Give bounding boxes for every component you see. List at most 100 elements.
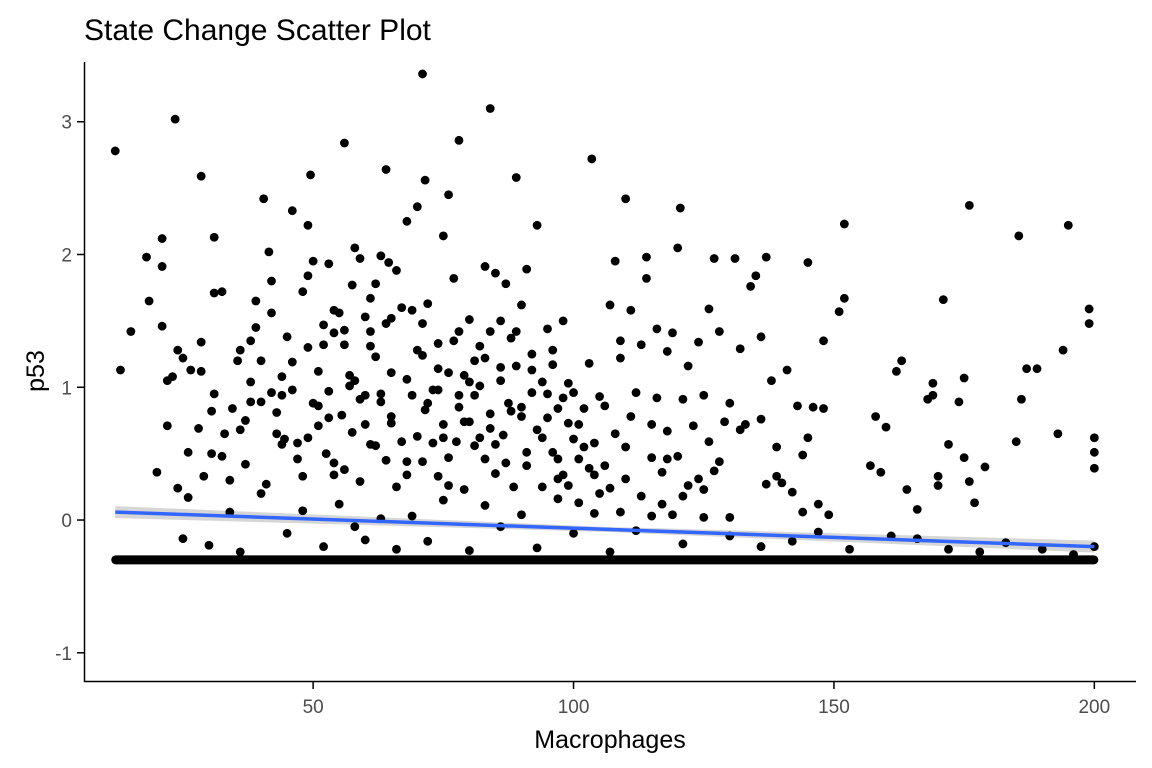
- data-point: [454, 402, 464, 412]
- data-point: [475, 381, 485, 391]
- data-point: [126, 327, 136, 336]
- y-tick-label: 3: [61, 113, 72, 134]
- data-point: [366, 327, 375, 336]
- data-point: [589, 508, 599, 518]
- data-point: [207, 406, 216, 416]
- data-point: [876, 467, 886, 477]
- data-point: [308, 256, 318, 266]
- data-point: [339, 325, 349, 335]
- data-point: [220, 429, 230, 439]
- data-point: [761, 252, 771, 262]
- x-axis-label: Macrophages: [534, 726, 685, 754]
- chart-title: State Change Scatter Plot: [84, 14, 432, 47]
- data-point: [517, 402, 526, 412]
- data-point: [355, 254, 365, 263]
- data-point: [480, 454, 490, 464]
- data-point: [928, 378, 938, 388]
- data-point: [626, 305, 636, 315]
- data-point: [813, 527, 823, 537]
- data-point: [787, 536, 797, 546]
- data-point: [470, 356, 479, 366]
- data-point: [438, 420, 448, 429]
- data-point: [1089, 433, 1099, 443]
- data-point: [371, 279, 381, 289]
- data-point: [438, 231, 448, 241]
- data-point: [1022, 364, 1032, 374]
- data-point: [506, 406, 516, 416]
- data-point: [589, 438, 599, 448]
- data-point: [517, 412, 526, 421]
- data-point: [834, 307, 844, 316]
- data-point: [485, 104, 495, 113]
- data-point: [217, 451, 227, 461]
- data-point: [600, 401, 610, 411]
- data-point: [433, 364, 443, 374]
- data-point: [444, 453, 453, 463]
- data-point: [397, 437, 407, 447]
- data-point: [548, 345, 558, 355]
- data-point: [272, 408, 282, 417]
- data-point: [928, 390, 938, 400]
- data-point: [116, 365, 125, 375]
- data-point: [319, 542, 328, 551]
- data-point: [532, 220, 542, 230]
- data-point: [517, 300, 526, 310]
- data-point: [144, 296, 154, 306]
- data-point: [678, 491, 688, 501]
- data-point: [569, 528, 578, 538]
- data-point: [798, 450, 808, 460]
- data-point: [772, 471, 782, 481]
- data-point: [714, 327, 724, 336]
- data-point: [563, 418, 573, 428]
- data-point: [402, 374, 412, 384]
- data-point: [584, 463, 594, 473]
- data-point: [444, 481, 453, 490]
- data-point: [376, 251, 386, 261]
- data-point: [196, 337, 206, 347]
- data-point: [678, 394, 688, 404]
- data-point: [704, 437, 714, 447]
- data-point: [605, 300, 615, 310]
- data-point: [209, 232, 219, 242]
- data-point: [350, 376, 360, 386]
- data-point: [944, 439, 953, 449]
- data-point: [756, 332, 766, 342]
- data-point: [1032, 364, 1042, 374]
- data-point: [418, 319, 427, 328]
- data-point: [657, 467, 667, 477]
- data-point: [543, 324, 552, 334]
- data-point: [438, 433, 448, 443]
- data-point: [688, 421, 698, 431]
- data-point: [496, 376, 506, 386]
- data-point: [959, 453, 969, 463]
- data-point: [501, 279, 511, 289]
- data-point: [725, 512, 735, 522]
- data-point: [444, 368, 453, 378]
- data-point: [527, 388, 537, 397]
- data-point: [470, 441, 479, 451]
- data-point: [438, 495, 448, 505]
- data-point: [532, 543, 542, 553]
- data-point: [282, 528, 292, 538]
- data-point: [558, 316, 568, 326]
- data-point: [428, 438, 438, 448]
- data-point: [464, 315, 474, 324]
- data-point: [699, 485, 709, 494]
- data-point: [793, 401, 802, 411]
- data-point: [168, 372, 177, 382]
- data-point: [183, 447, 193, 457]
- data-point: [256, 397, 266, 407]
- data-point: [574, 498, 584, 508]
- data-point: [277, 390, 287, 400]
- data-point: [360, 312, 370, 322]
- data-point: [610, 429, 620, 439]
- data-point: [1084, 304, 1094, 314]
- y-tick-label: 0: [61, 511, 72, 532]
- data-point: [662, 347, 672, 356]
- data-point: [675, 203, 685, 213]
- data-point: [329, 458, 339, 468]
- data-point: [537, 482, 547, 492]
- data-point: [470, 390, 479, 400]
- data-point: [569, 388, 578, 397]
- data-point: [282, 332, 292, 342]
